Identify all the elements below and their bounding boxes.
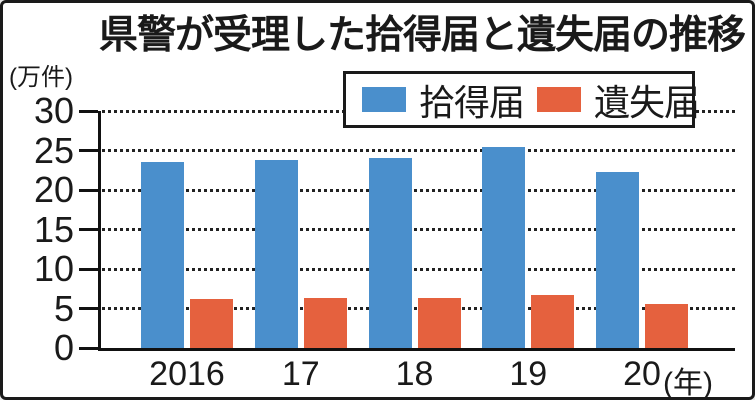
bar-遺失届-2016	[190, 299, 233, 348]
chart-title: 県警が受理した拾得届と遺失届の推移	[98, 14, 746, 57]
legend-label: 遺失届	[594, 81, 700, 123]
bar-拾得届-19	[482, 147, 526, 348]
bar-拾得届-20	[596, 171, 639, 348]
y-tick-label-25: 25	[33, 129, 74, 171]
bar-遺失届-17	[303, 298, 347, 348]
y-tick-5	[79, 307, 98, 310]
bar-拾得届-2016	[141, 162, 184, 348]
gridline-15	[102, 228, 735, 231]
legend-box: 拾得届 遺失届	[343, 71, 700, 128]
legend-swatch-blue	[362, 87, 406, 112]
legend-item-遺失届: 遺失届	[537, 74, 700, 126]
y-tick-25	[79, 149, 98, 152]
y-tick-label-5: 5	[53, 287, 74, 329]
x-tick-label-18: 18	[395, 355, 434, 393]
x-tick-label-20: 20	[623, 355, 661, 393]
y-tick-label-10: 10	[33, 248, 74, 289]
x-tick-label-17: 17	[281, 355, 320, 393]
bar-遺失届-19	[531, 295, 575, 348]
y-tick-30	[79, 109, 98, 113]
bar-group-20	[596, 171, 688, 348]
x-axis-year-suffix: (年)	[663, 367, 713, 400]
y-tick-label-0: 0	[53, 327, 74, 368]
bar-遺失届-18	[417, 298, 461, 348]
y-axis-unit-label: (万件)	[9, 64, 73, 91]
y-tick-0	[79, 346, 98, 350]
gridline-10	[102, 267, 735, 271]
gridline-25	[102, 149, 735, 152]
x-tick-label-19: 19	[509, 355, 548, 393]
bar-group-19	[482, 147, 575, 348]
y-tick-15	[79, 228, 98, 231]
x-tick-label-2016: 2016	[149, 355, 225, 393]
y-tick-10	[79, 267, 98, 271]
y-tick-label-30: 30	[33, 90, 74, 131]
y-tick-20	[79, 188, 98, 192]
legend-label: 拾得届	[419, 81, 525, 123]
bar-遺失届-20	[645, 303, 688, 348]
legend-item-拾得届: 拾得届	[362, 74, 525, 126]
y-tick-label-20: 20	[33, 169, 74, 210]
plot-area: 0 5 10 15 20 25 30 2016 17 18 19 20 (年)	[34, 91, 735, 397]
bar-group-2016	[141, 162, 233, 348]
bar-拾得届-18	[368, 157, 412, 348]
bar-拾得届-17	[254, 159, 298, 348]
bar-group-18	[368, 157, 461, 348]
legend-swatch-orange	[537, 87, 582, 112]
bar-group-17	[254, 159, 347, 348]
gridline-20	[102, 188, 735, 192]
y-tick-label-15: 15	[33, 208, 74, 250]
